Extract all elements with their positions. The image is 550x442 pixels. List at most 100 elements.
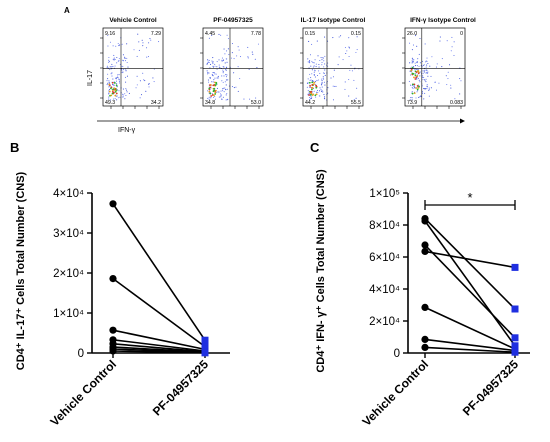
facs-event-dot bbox=[220, 34, 222, 36]
facs-event-dot bbox=[236, 55, 238, 57]
facs-event-dot bbox=[307, 90, 309, 92]
paired-line bbox=[424, 244, 516, 339]
facs-event-dot bbox=[348, 47, 351, 49]
facs-event-dot bbox=[323, 60, 325, 62]
facs-plot: IL-17 Isotype Control 0.15 0.15 44.2 55.5 bbox=[300, 17, 366, 109]
facs-event-dot bbox=[218, 33, 220, 36]
facs-event-dot bbox=[315, 63, 317, 65]
facs-event-dot bbox=[125, 89, 128, 91]
facs-event-dot bbox=[225, 79, 227, 81]
facs-event-dot bbox=[224, 81, 226, 83]
facs-event-dot bbox=[252, 53, 254, 55]
facs-event-dot bbox=[426, 64, 428, 66]
facs-event-dot bbox=[235, 86, 237, 88]
facs-event-dot bbox=[208, 72, 210, 74]
facs-event-dot bbox=[333, 85, 336, 87]
facs-event-dot bbox=[307, 82, 309, 84]
facs-event-dot bbox=[114, 98, 116, 100]
facs-event-dot bbox=[216, 61, 218, 63]
facs-quadrant-ur: 7.29 bbox=[151, 31, 161, 37]
facs-event-dot bbox=[107, 45, 109, 47]
facs-event-dot bbox=[327, 65, 329, 67]
facs-event-dot bbox=[319, 87, 321, 89]
facs-event-dot bbox=[140, 94, 143, 96]
facs-event-dot bbox=[426, 85, 428, 87]
facs-event-dot bbox=[122, 88, 124, 90]
facs-plot: Vehicle Control 9.16 7.29 49.3 34.2 bbox=[100, 17, 164, 109]
panel-c-label: C bbox=[310, 140, 320, 155]
facs-event-dot bbox=[108, 93, 110, 95]
facs-event-dot bbox=[218, 64, 220, 66]
y-tick-label: 1×10⁴ bbox=[53, 308, 84, 320]
facs-event-dot bbox=[313, 73, 315, 76]
facs-event-dot bbox=[220, 96, 222, 98]
facs-event-dot bbox=[108, 92, 110, 94]
facs-core-dot bbox=[311, 81, 314, 84]
facs-event-dot bbox=[410, 84, 412, 86]
facs-core-dot bbox=[110, 87, 112, 90]
facs-event-dot bbox=[109, 99, 112, 101]
facs-event-dot bbox=[107, 34, 109, 37]
facs-event-dot bbox=[309, 86, 311, 88]
facs-event-dot bbox=[148, 82, 150, 85]
y-tick-label: 8×10⁴ bbox=[369, 220, 400, 232]
facs-event-dot bbox=[247, 57, 249, 59]
facs-event-dot bbox=[139, 80, 141, 82]
facs-event-dot bbox=[221, 59, 223, 61]
paired-line bbox=[112, 329, 206, 351]
facs-event-dot bbox=[220, 94, 222, 96]
facs-event-dot bbox=[413, 59, 415, 61]
facs-event-dot bbox=[124, 98, 126, 100]
facs-event-dot bbox=[408, 42, 411, 44]
facs-event-dot bbox=[115, 45, 117, 47]
facs-event-dot bbox=[316, 79, 318, 81]
facs-event-dot bbox=[445, 75, 447, 77]
facs-event-dot bbox=[421, 90, 423, 92]
facs-event-dot bbox=[307, 78, 309, 80]
paired-line bbox=[112, 343, 206, 353]
facs-core-dot bbox=[209, 92, 212, 95]
facs-event-dot bbox=[254, 58, 256, 60]
facs-event-dot bbox=[214, 98, 216, 100]
facs-event-dot bbox=[419, 62, 421, 64]
facs-event-dot bbox=[311, 96, 313, 98]
facs-core-dot bbox=[208, 87, 211, 90]
facs-event-dot bbox=[416, 91, 418, 93]
facs-event-dot bbox=[142, 72, 144, 74]
facs-core-dot bbox=[114, 91, 117, 93]
facs-core-dot bbox=[113, 82, 116, 84]
panel-a-ylabel: IL-17 bbox=[87, 70, 94, 86]
facs-event-dot bbox=[116, 77, 118, 79]
facs-event-dot bbox=[419, 96, 421, 98]
facs-event-dot bbox=[139, 97, 141, 99]
facs-event-dot bbox=[112, 84, 114, 86]
facs-event-dot bbox=[228, 85, 230, 87]
facs-event-dot bbox=[454, 98, 456, 100]
facs-event-dot bbox=[441, 66, 443, 68]
facs-event-dot bbox=[314, 69, 316, 71]
facs-event-dot bbox=[117, 74, 119, 76]
facs-event-dot bbox=[222, 66, 224, 68]
facs-core-dot bbox=[214, 84, 217, 87]
facs-event-dot bbox=[136, 84, 138, 86]
facs-event-dot bbox=[124, 60, 127, 62]
facs-event-dot bbox=[318, 66, 320, 68]
facs-event-dot bbox=[425, 81, 427, 83]
facs-quadrant-ll: 34.8 bbox=[205, 100, 215, 106]
facs-event-dot bbox=[135, 87, 137, 89]
facs-event-dot bbox=[256, 66, 258, 69]
facs-quadrant-ul: 4.45 bbox=[205, 31, 215, 37]
facs-event-dot bbox=[434, 81, 436, 84]
facs-event-dot bbox=[422, 70, 424, 72]
facs-event-dot bbox=[423, 71, 425, 73]
y-tick-label: 0 bbox=[78, 348, 84, 360]
facs-event-dot bbox=[207, 59, 209, 61]
facs-event-dot bbox=[414, 62, 416, 64]
facs-event-dot bbox=[220, 90, 222, 92]
facs-event-dot bbox=[109, 66, 111, 68]
facs-event-dot bbox=[214, 77, 216, 79]
facs-event-dot bbox=[206, 62, 208, 64]
facs-event-dot bbox=[226, 88, 228, 90]
facs-event-dot bbox=[310, 98, 313, 100]
facs-core-dot bbox=[415, 76, 418, 79]
